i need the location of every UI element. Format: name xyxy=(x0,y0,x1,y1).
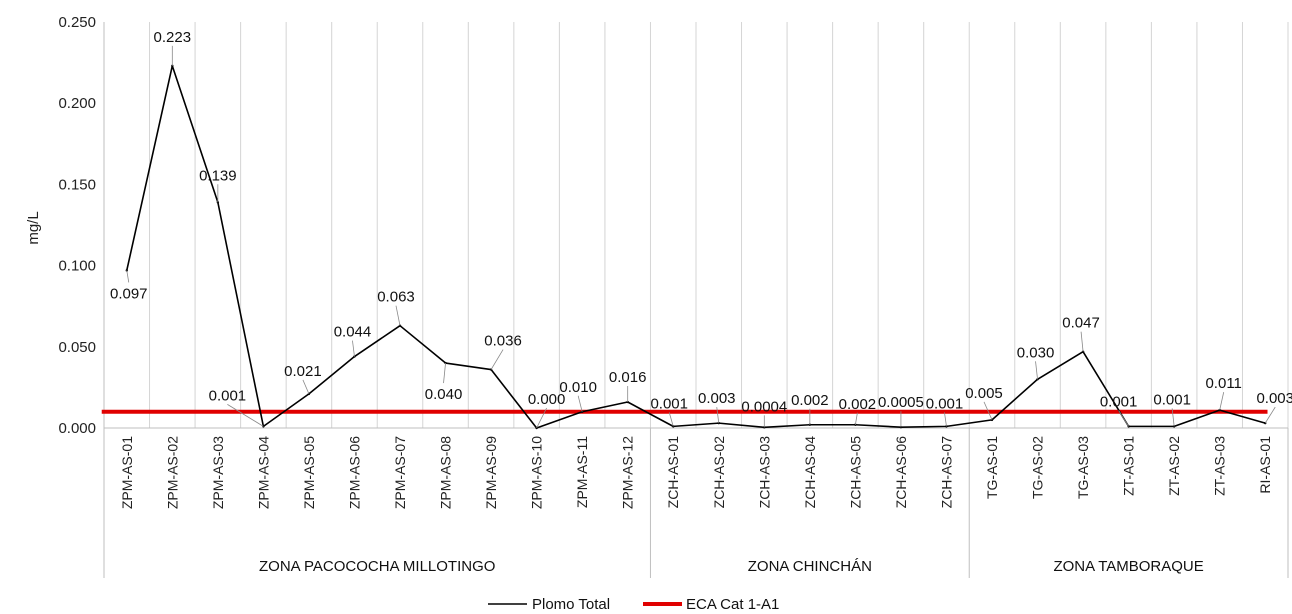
label-leader xyxy=(577,395,583,412)
label-leader xyxy=(668,412,674,427)
y-tick-label: 0.150 xyxy=(58,176,96,193)
plomo-point xyxy=(444,361,447,365)
data-label: 0.005 xyxy=(965,385,1003,402)
data-label: 0.003 xyxy=(1256,390,1292,407)
label-leader xyxy=(944,412,947,427)
label-leader xyxy=(1219,392,1225,411)
y-tick-label: 0.050 xyxy=(58,339,96,356)
data-label: 0.0004 xyxy=(741,398,787,415)
label-leader xyxy=(854,412,858,425)
grid-lines xyxy=(103,22,1289,428)
group-label: ZONA CHINCHÁN xyxy=(748,558,872,575)
label-leader xyxy=(443,363,446,384)
data-label: 0.063 xyxy=(377,289,415,306)
y-tick-label: 0.250 xyxy=(58,14,96,31)
x-tick-label: ZT-AS-02 xyxy=(1166,436,1182,496)
plomo-line xyxy=(125,65,1266,429)
x-tick-label: ZCH-AS-02 xyxy=(711,436,727,509)
data-label: 0.000 xyxy=(528,391,566,408)
x-tick-label: ZCH-AS-07 xyxy=(938,436,954,509)
label-leader xyxy=(983,401,993,421)
data-label: 0.139 xyxy=(199,167,237,184)
label-leader xyxy=(1035,361,1038,380)
x-tick-label: ZPM-AS-05 xyxy=(301,436,317,509)
label-leader xyxy=(490,349,504,370)
x-tick-label: ZT-AS-03 xyxy=(1212,436,1228,496)
axes xyxy=(103,22,1288,429)
data-label: 0.021 xyxy=(284,363,322,380)
x-tick-label: ZPM-AS-12 xyxy=(620,436,636,509)
zone-groups: ZONA PACOCOCHA MILLOTINGO ZONA CHINCHÁN ZO… xyxy=(103,428,1289,578)
data-label: 0.001 xyxy=(209,387,247,404)
label-leader xyxy=(126,270,130,283)
x-tick-label: RI-AS-01 xyxy=(1257,436,1273,494)
label-leader xyxy=(227,404,264,427)
x-tick-label: ZPM-AS-02 xyxy=(164,436,180,509)
x-tick-label: ZPM-AS-01 xyxy=(119,436,135,509)
label-leader xyxy=(1080,331,1084,352)
data-label: 0.001 xyxy=(1153,391,1191,408)
data-label: 0.044 xyxy=(334,324,372,341)
label-leader xyxy=(1171,408,1175,427)
data-label: 0.097 xyxy=(110,285,148,302)
data-label: 0.0005 xyxy=(878,394,924,411)
y-tick-label: 0.100 xyxy=(58,258,96,275)
data-label: 0.011 xyxy=(1205,375,1241,392)
x-tick-labels: ZPM-AS-01 ZPM-AS-02 ZPM-AS-03 ZPM-AS-04 ZPM-… xyxy=(119,436,1273,509)
data-label: 0.223 xyxy=(154,29,192,46)
x-tick-label: ZCH-AS-06 xyxy=(893,436,909,509)
label-leader xyxy=(716,407,720,424)
x-tick-label: ZCH-AS-04 xyxy=(802,436,818,509)
label-leader xyxy=(536,407,547,429)
x-tick-label: ZPM-AS-07 xyxy=(392,436,408,509)
legend-label-plomo: Plomo Total xyxy=(532,596,610,613)
y-axis-title: mg/L xyxy=(25,211,42,244)
x-tick-label: ZCH-AS-01 xyxy=(665,436,681,509)
x-tick-label: ZCH-AS-03 xyxy=(756,436,772,509)
data-label: 0.001 xyxy=(650,395,688,412)
x-tick-label: TG-AS-02 xyxy=(1030,436,1046,499)
label-leader xyxy=(352,340,355,357)
plomo-point xyxy=(171,64,174,68)
data-label: 0.047 xyxy=(1062,315,1100,332)
legend-label-eca: ECA Cat 1-A1 xyxy=(686,596,779,613)
group-label: ZONA PACOCOCHA MILLOTINGO xyxy=(259,558,495,575)
x-tick-label: ZPM-AS-09 xyxy=(483,436,499,509)
x-tick-label: ZPM-AS-08 xyxy=(438,436,454,509)
label-leader xyxy=(1264,406,1276,424)
label-leader xyxy=(1118,410,1129,427)
x-tick-label: ZPM-AS-04 xyxy=(255,436,271,509)
data-label: 0.016 xyxy=(609,369,647,386)
y-tick-label: 0.200 xyxy=(58,95,96,112)
x-tick-label: ZT-AS-01 xyxy=(1121,436,1137,496)
data-label: 0.001 xyxy=(926,395,964,412)
data-label: 0.030 xyxy=(1017,344,1055,361)
data-labels: 0.097 0.223 0.139 0.001 0.021 0.044 0.063 0.040… xyxy=(110,29,1292,429)
label-leader xyxy=(302,379,310,395)
data-label: 0.003 xyxy=(698,390,736,407)
legend: Plomo Total ECA Cat 1-A1 xyxy=(488,596,779,613)
group-label: ZONA TAMBORAQUE xyxy=(1053,558,1203,575)
data-label: 0.002 xyxy=(791,392,829,409)
x-tick-label: ZCH-AS-05 xyxy=(847,436,863,509)
label-leader xyxy=(395,305,401,326)
x-tick-label: ZPM-AS-10 xyxy=(529,436,545,509)
x-tick-label: ZPM-AS-03 xyxy=(210,436,226,509)
x-tick-label: ZPM-AS-11 xyxy=(574,436,590,508)
y-tick-labels: 0.000 0.050 0.100 0.150 0.200 0.250 xyxy=(58,14,96,437)
data-label: 0.002 xyxy=(839,396,877,413)
data-label: 0.010 xyxy=(559,379,597,396)
data-label: 0.001 xyxy=(1100,393,1138,410)
x-tick-label: TG-AS-03 xyxy=(1075,436,1091,499)
y-tick-label: 0.000 xyxy=(58,420,96,437)
x-tick-label: TG-AS-01 xyxy=(984,436,1000,499)
data-label: 0.040 xyxy=(425,386,463,403)
data-label: 0.036 xyxy=(484,333,522,350)
x-tick-label: ZPM-AS-06 xyxy=(346,436,362,509)
